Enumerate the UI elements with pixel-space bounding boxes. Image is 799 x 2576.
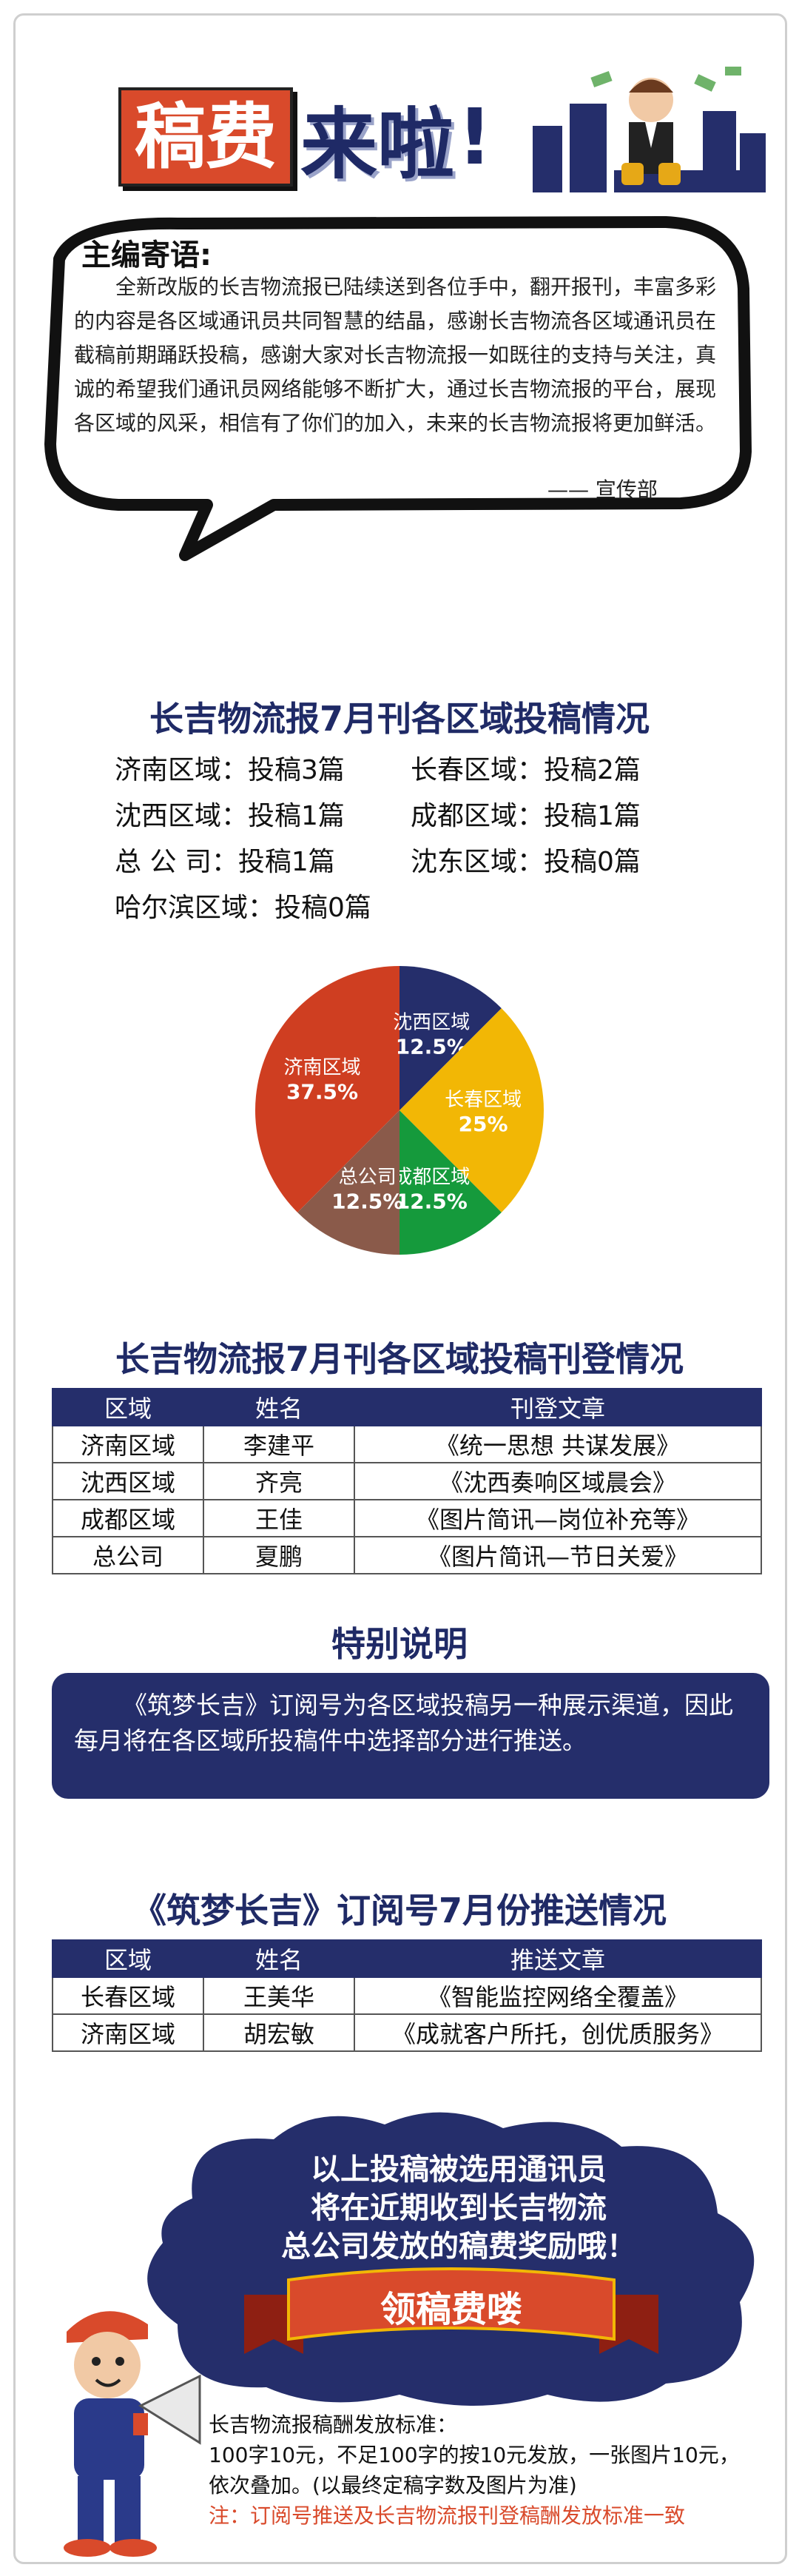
table-cell: 沈西区域 xyxy=(52,1462,204,1500)
table-cell: 《统一思想 共谋发展》 xyxy=(354,1425,762,1463)
table-cell: 齐亮 xyxy=(203,1462,355,1500)
table-header-cell: 姓名 xyxy=(203,1388,355,1426)
reward-line: 将在近期收到长吉物流 xyxy=(311,2191,607,2225)
standard-line: 长吉物流报稿酬发放标准： xyxy=(209,2412,458,2437)
editor-note-title: 主编寄语: xyxy=(81,238,212,272)
table-cell: 夏鹏 xyxy=(203,1536,355,1574)
pie-label: 成都区域 xyxy=(393,1166,470,1188)
push-table: 区域 姓名 推送文章 长春区域 王美华 《智能监控网络全覆盖》 济南区域 胡宏敏… xyxy=(52,1939,762,2052)
stats-cell: 哈尔滨区域：投稿0篇 xyxy=(115,893,371,923)
table-cell: 《智能监控网络全覆盖》 xyxy=(354,1976,762,2015)
courier-megaphone-illustration xyxy=(64,2311,201,2557)
table-cell: 王美华 xyxy=(203,1976,355,2015)
stats-cell: 成都区域：投稿1篇 xyxy=(411,801,641,831)
pie-value-label: 12.5% xyxy=(396,1189,468,1213)
stats-row: 哈尔滨区域：投稿0篇 xyxy=(115,885,707,931)
standard-note: 注：订阅号推送及长吉物流报刊登稿酬发放标准一致 xyxy=(209,2503,686,2528)
submission-stats: 济南区域：投稿3篇 长春区域：投稿2篇 沈西区域：投稿1篇 成都区域：投稿1篇 … xyxy=(115,748,707,931)
pie-label: 济南区域 xyxy=(284,1057,361,1079)
stats-row: 总 公 司：投稿1篇 沈东区域：投稿0篇 xyxy=(115,839,707,885)
stats-cell: 沈西区域：投稿1篇 xyxy=(115,801,345,831)
submission-title: 长吉物流报7月刊各区域投稿情况 xyxy=(149,699,650,739)
special-note-box: 《筑梦长吉》订阅号为各区域投稿另一种展示渠道，因此每月将在各区域所投稿件中选择部… xyxy=(52,1673,769,1799)
businessman-money-illustration xyxy=(533,67,766,192)
table-cell: 王佳 xyxy=(203,1499,355,1537)
stats-row: 沈西区域：投稿1篇 成都区域：投稿1篇 xyxy=(115,794,707,839)
standard-line: 依次叠加。(以最终定稿字数及图片为准) xyxy=(209,2473,577,2498)
pie-slice-0 xyxy=(255,966,400,1212)
stats-cell: 沈东区域：投稿0篇 xyxy=(411,847,641,877)
table-cell: 长春区域 xyxy=(52,1976,204,2015)
table-header-row: 区域 姓名 推送文章 xyxy=(52,1939,762,1978)
table-header-cell: 区域 xyxy=(52,1939,204,1978)
reward-line: 以上投稿被选用通讯员 xyxy=(311,2153,607,2187)
published-table: 区域 姓名 刊登文章 济南区域 李建平 《统一思想 共谋发展》 沈西区域 齐亮 … xyxy=(52,1388,762,1574)
pie-slice-1 xyxy=(400,966,502,1110)
table-row: 沈西区域 齐亮 《沈西奏响区域晨会》 xyxy=(52,1462,762,1500)
editor-speech-bubble xyxy=(44,216,752,561)
table-row: 总公司 夏鹏 《图片简讯—节日关爱》 xyxy=(52,1536,762,1574)
header-title-red: 稿费 xyxy=(118,87,293,187)
reward-text: 以上投稿被选用通讯员 将在近期收到长吉物流 总公司发放的稿费奖励哦！ xyxy=(222,2150,695,2266)
reward-line: 总公司发放的稿费奖励哦！ xyxy=(281,2230,636,2264)
stats-cell: 长春区域：投稿2篇 xyxy=(411,755,641,785)
pie-value-label: 37.5% xyxy=(286,1080,358,1104)
published-title: 长吉物流报7月刊各区域投稿刊登情况 xyxy=(115,1339,684,1379)
table-cell: 《图片简讯—节日关爱》 xyxy=(354,1536,762,1574)
submission-pie-chart: 济南区域37.5%沈西区域12.5%长春区域25%成都区域12.5%总公司12.… xyxy=(255,966,544,1255)
table-header-cell: 推送文章 xyxy=(354,1939,762,1978)
table-cell: 总公司 xyxy=(52,1536,204,1574)
table-row: 济南区域 李建平 《统一思想 共谋发展》 xyxy=(52,1425,762,1463)
pie-slice-4 xyxy=(297,1110,400,1255)
table-cell: 济南区域 xyxy=(52,1425,204,1463)
ribbon-label: 领稿费喽 xyxy=(380,2289,522,2330)
page-border xyxy=(13,13,787,2564)
header-title-blue: 来啦 xyxy=(300,98,455,189)
special-title: 特别说明 xyxy=(331,1624,468,1664)
table-cell: 济南区域 xyxy=(52,2013,204,2052)
pie-slice-3 xyxy=(400,1110,502,1255)
table-header-cell: 姓名 xyxy=(203,1939,355,1978)
pie-label: 总公司 xyxy=(339,1166,397,1188)
header-title-bang: ! xyxy=(457,92,493,182)
table-cell: 《图片简讯—岗位补充等》 xyxy=(354,1499,762,1537)
table-row: 成都区域 王佳 《图片简讯—岗位补充等》 xyxy=(52,1499,762,1537)
table-header-cell: 区域 xyxy=(52,1388,204,1426)
pie-label: 长春区域 xyxy=(445,1089,522,1111)
table-cell: 李建平 xyxy=(203,1425,355,1463)
table-cell: 《沈西奏响区域晨会》 xyxy=(354,1462,762,1500)
stats-cell: 总 公 司：投稿1篇 xyxy=(115,847,335,877)
ribbon-banner xyxy=(244,2267,658,2354)
standard-line: 100字10元，不足100字的按10元发放，一张图片10元， xyxy=(209,2443,740,2467)
table-row: 济南区域 胡宏敏 《成就客户所托，创优质服务》 xyxy=(52,2013,762,2052)
table-row: 长春区域 王美华 《智能监控网络全覆盖》 xyxy=(52,1976,762,2015)
pie-value-label: 25% xyxy=(459,1112,508,1136)
pie-slice-2 xyxy=(400,1008,544,1212)
stats-cell: 济南区域：投稿3篇 xyxy=(115,755,345,785)
table-cell: 《成就客户所托，创优质服务》 xyxy=(354,2013,762,2052)
payment-standard: 长吉物流报稿酬发放标准： 100字10元，不足100字的按10元发放，一张图片1… xyxy=(209,2409,740,2531)
editor-note-body: 全新改版的长吉物流报已陆续送到各位手中，翻开报刊，丰富多彩的内容是各区域通讯员共… xyxy=(74,275,717,435)
push-title: 《筑梦长吉》订阅号7月份推送情况 xyxy=(132,1891,667,1931)
editor-note-signature: —— 宣传部 xyxy=(547,477,658,502)
table-cell: 胡宏敏 xyxy=(203,2013,355,2052)
table-header-cell: 刊登文章 xyxy=(354,1388,762,1426)
pie-label: 沈西区域 xyxy=(393,1012,470,1034)
pie-value-label: 12.5% xyxy=(331,1189,403,1213)
table-header-row: 区域 姓名 刊登文章 xyxy=(52,1388,762,1426)
header-title: 稿费 来啦 ! xyxy=(118,87,493,189)
stats-row: 济南区域：投稿3篇 长春区域：投稿2篇 xyxy=(115,748,707,794)
table-cell: 成都区域 xyxy=(52,1499,204,1537)
